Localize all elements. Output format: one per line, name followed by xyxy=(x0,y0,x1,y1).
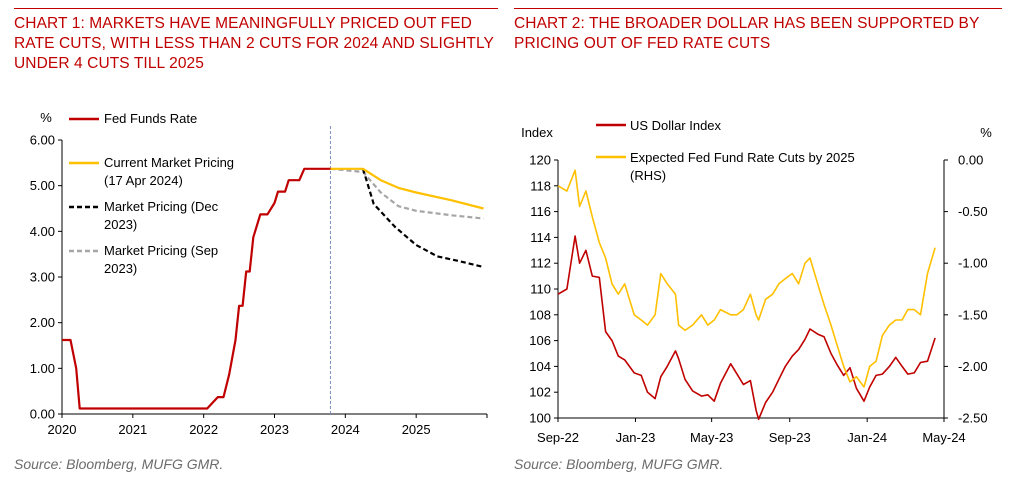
chart2-right-tick-label: -1.50 xyxy=(958,307,988,322)
chart1-legend-label: 2023) xyxy=(104,217,137,232)
chart1-series-line-3 xyxy=(330,167,484,220)
chart1-x-tick-label: 2022 xyxy=(189,422,218,437)
chart1-top-rule xyxy=(14,8,498,9)
chart1-legend-label: Current Market Pricing xyxy=(104,155,234,170)
chart1-legend-label: Market Pricing (Dec xyxy=(104,199,219,214)
chart2-x-tick-label: Sep-23 xyxy=(769,430,811,445)
chart1-x-tick-label: 2021 xyxy=(118,422,147,437)
chart2-series-line-1 xyxy=(557,169,936,388)
chart1-y-tick-label: 4.00 xyxy=(30,224,55,239)
chart2-right-tick-label: 0.00 xyxy=(958,153,983,168)
chart1-legend-label: 2023) xyxy=(104,261,137,276)
chart2-legend-label: Expected Fed Fund Rate Cuts by 2025 xyxy=(630,150,855,165)
chart1-legend-label: Market Pricing (Sep xyxy=(104,243,218,258)
chart2-left-tick-label: 108 xyxy=(529,307,551,322)
chart1-y-tick-label: 1.00 xyxy=(30,361,55,376)
chart1-series-line-2 xyxy=(361,168,484,269)
chart2-title: CHART 2: THE BROADER DOLLAR HAS BEEN SUP… xyxy=(514,15,980,52)
chart2-x-tick-label: May-23 xyxy=(690,430,733,445)
chart2-top-rule xyxy=(514,8,1002,9)
chart2-left-tick-label: 120 xyxy=(529,153,551,168)
chart2-left-tick-label: 100 xyxy=(529,411,551,426)
chart2-right-axis-label: % xyxy=(980,125,992,140)
chart1-y-unit: % xyxy=(40,110,52,125)
chart1-x-tick-label: 2024 xyxy=(331,422,360,437)
chart2-legend-label: (RHS) xyxy=(630,168,666,183)
chart1-plot: % 0.00 1.00 2.00 3.00 4.00 5.00 6.00 2020 2021 202… xyxy=(30,110,488,437)
chart1-x-tick-label: 2023 xyxy=(260,422,289,437)
chart1-legend-label: Fed Funds Rate xyxy=(104,111,197,126)
chart2-legend-label: US Dollar Index xyxy=(630,118,722,133)
chart2-left-tick-label: 116 xyxy=(530,204,551,219)
chart1-source: Source: Bloomberg, MUFG GMR. xyxy=(14,456,224,472)
chart2-right-tick-label: -2.50 xyxy=(958,411,988,426)
chart2-left-tick-label: 106 xyxy=(529,333,551,348)
chart1-title: CHART 1: MARKETS HAVE MEANINGFULLY PRICE… xyxy=(14,15,494,72)
chart2-x-tick-label: Sep-22 xyxy=(537,430,579,445)
chart2-left-tick-label: 110 xyxy=(530,282,551,297)
chart1-y-tick-label: 6.00 xyxy=(30,133,55,148)
chart1-series-line-1 xyxy=(330,167,484,210)
chart2-left-tick-label: 112 xyxy=(530,256,551,271)
chart2-right-tick-label: -2.00 xyxy=(958,359,988,374)
chart2-left-tick-label: 104 xyxy=(529,359,551,374)
chart2-left-axis-label: Index xyxy=(521,125,553,140)
chart2-right-tick-label: -1.00 xyxy=(958,256,988,271)
chart2-series-line-0 xyxy=(557,235,936,421)
chart2-left-tick-label: 102 xyxy=(529,385,551,400)
chart2-x-tick-label: Jan-23 xyxy=(616,430,656,445)
chart1-y-tick-label: 0.00 xyxy=(30,407,55,422)
chart2-source: Source: Bloomberg, MUFG GMR. xyxy=(514,456,724,472)
chart2-left-tick-label: 114 xyxy=(530,230,551,245)
chart1-series-line-0 xyxy=(62,167,331,410)
chart2-left-tick-label: 118 xyxy=(530,178,551,193)
chart1-y-tick-label: 3.00 xyxy=(30,270,55,285)
chart1-y-tick-label: 2.00 xyxy=(30,315,55,330)
chart2-right-tick-label: -0.50 xyxy=(958,204,988,219)
chart2-x-tick-label: Jan-24 xyxy=(847,430,887,445)
chart1-y-tick-label: 5.00 xyxy=(30,178,55,193)
chart1-legend-label: (17 Apr 2024) xyxy=(104,173,183,188)
chart2-x-tick-label: May-24 xyxy=(922,430,965,445)
chart1-x-tick-label: 2025 xyxy=(402,422,431,437)
chart1-x-tick-label: 2020 xyxy=(48,422,77,437)
